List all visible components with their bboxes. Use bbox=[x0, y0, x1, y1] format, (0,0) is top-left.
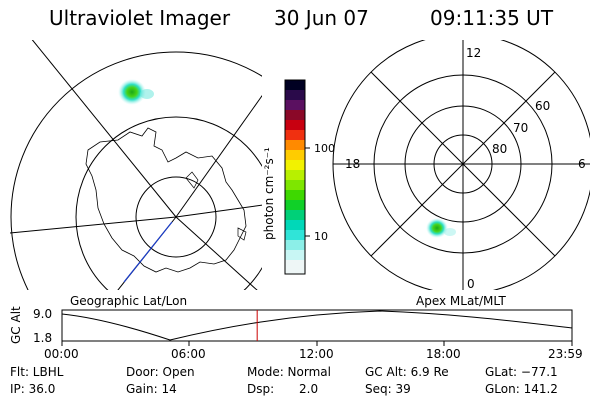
mlt-label-12: 12 bbox=[466, 46, 482, 60]
aurora-emission bbox=[426, 218, 448, 238]
sequence-label: Seq: 39 bbox=[365, 382, 411, 396]
colorbar bbox=[284, 79, 310, 275]
mlat-label-80: 80 bbox=[492, 142, 508, 156]
time-tick: 00:00 bbox=[44, 347, 79, 361]
app-title: Ultraviolet Imager bbox=[49, 6, 231, 30]
time-tick: 06:00 bbox=[171, 347, 206, 361]
mode-label: Mode: Normal bbox=[247, 365, 331, 379]
meridian-line bbox=[117, 216, 177, 290]
colorbar-tick-100: 100 bbox=[314, 142, 335, 155]
lat-circle-inner bbox=[135, 176, 217, 258]
filter-label: Flt: LBHL bbox=[10, 365, 64, 379]
meridian-line bbox=[175, 94, 262, 218]
meridian-line bbox=[175, 216, 258, 290]
geo-latitude: GLat: −77.1 bbox=[485, 365, 558, 379]
time-tick: 12:00 bbox=[299, 347, 334, 361]
altitude-plot bbox=[61, 309, 573, 346]
date-label: 30 Jun 07 bbox=[274, 6, 369, 30]
mlt-label-18: 18 bbox=[345, 157, 361, 171]
mlat-label-70: 70 bbox=[513, 121, 529, 135]
coastline bbox=[85, 127, 247, 273]
aurora-emission bbox=[140, 89, 154, 99]
door-status: Door: Open bbox=[126, 365, 195, 379]
altitude-min-label: 1.8 bbox=[33, 331, 53, 345]
coastline bbox=[237, 227, 247, 241]
meridian-line bbox=[175, 204, 262, 218]
left-panel-label: Geographic Lat/Lon bbox=[70, 294, 188, 308]
aurora-emission bbox=[118, 79, 146, 105]
altitude-curve bbox=[61, 310, 573, 341]
right-panel-label: Apex MLat/MLT bbox=[416, 294, 506, 308]
mlat-circle-inner bbox=[433, 134, 493, 194]
altitude-max-label: 9.0 bbox=[33, 307, 53, 321]
mlt-line-diagonal bbox=[370, 71, 556, 257]
meridian-line bbox=[10, 216, 177, 234]
mlt-label-6: 6 bbox=[578, 157, 586, 171]
coastline bbox=[185, 171, 199, 189]
ip-label: IP: 36.0 bbox=[10, 382, 56, 396]
aurora-emission bbox=[444, 228, 456, 236]
mlt-line-diagonal bbox=[370, 71, 556, 257]
gc-altitude: GC Alt: 6.9 Re bbox=[365, 365, 449, 379]
mlat-circle-80 bbox=[404, 105, 522, 223]
dsp-value: 2.0 bbox=[299, 382, 319, 396]
mlat-circle-60 bbox=[332, 40, 590, 290]
ground-track bbox=[123, 221, 173, 283]
mlat-circle-70 bbox=[373, 74, 553, 254]
geo-longitude: GLon: 141.2 bbox=[485, 382, 558, 396]
gain-label: Gain: 14 bbox=[126, 382, 177, 396]
colorbar-unit-label: photon cm⁻²s⁻¹ bbox=[262, 147, 276, 240]
time-label: 09:11:35 UT bbox=[430, 6, 554, 30]
dsp-label: Dsp: bbox=[247, 382, 275, 396]
lat-circle-outer bbox=[10, 51, 262, 290]
mlat-label-60: 60 bbox=[535, 99, 551, 113]
time-tick: 18:00 bbox=[426, 347, 461, 361]
mlt-label-0: 0 bbox=[467, 277, 475, 291]
colorbar-tick-10: 10 bbox=[314, 230, 328, 243]
time-tick: 23:59 bbox=[548, 347, 583, 361]
meridian-line bbox=[31, 40, 177, 218]
lat-circle-middle bbox=[75, 116, 262, 290]
